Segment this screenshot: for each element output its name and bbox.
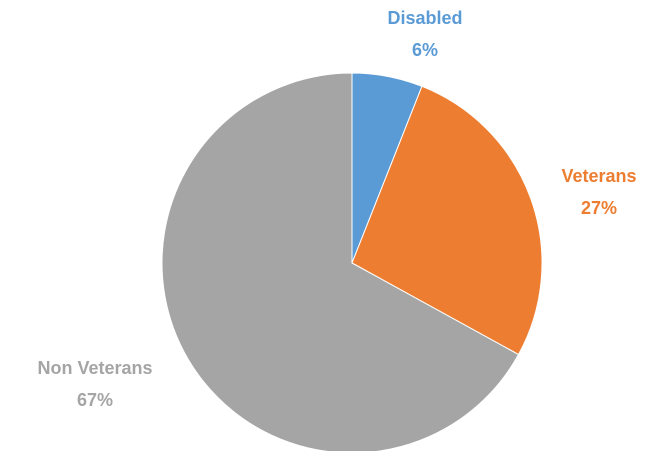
pie-slice-non-veterans bbox=[161, 72, 520, 451]
slice-label-non-veterans-name: Non Veterans bbox=[37, 358, 152, 378]
slice-label-non-veterans-percent: 67% bbox=[77, 390, 113, 410]
slice-label-disabled-percent: 6% bbox=[412, 40, 438, 60]
pie-slices bbox=[161, 72, 543, 451]
pie-slice-veterans bbox=[351, 85, 543, 356]
slice-label-veterans-name: Veterans bbox=[561, 166, 636, 186]
slice-label-disabled-name: Disabled bbox=[387, 8, 462, 28]
slice-label-veterans-percent: 27% bbox=[581, 198, 617, 218]
